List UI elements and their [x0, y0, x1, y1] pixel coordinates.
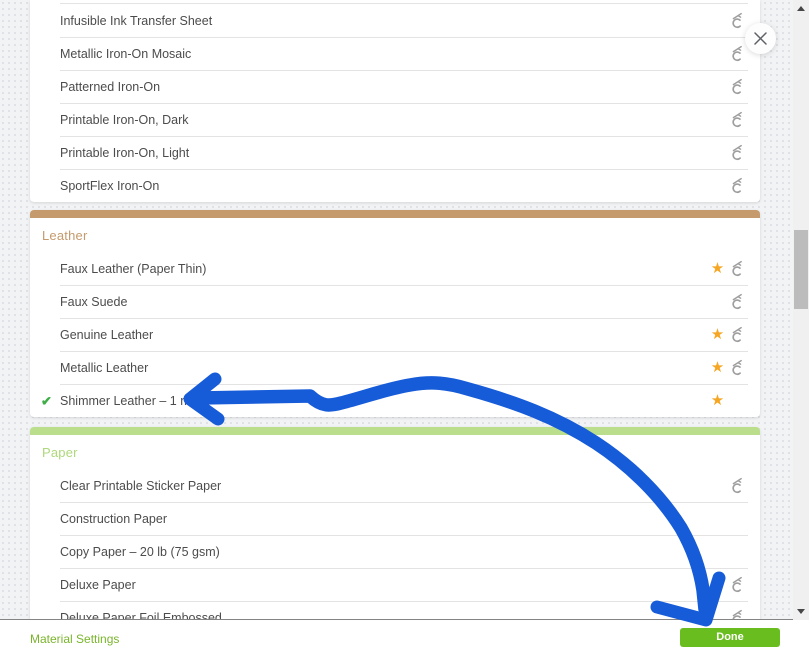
- material-item-row[interactable]: Printable Iron-On, Dark: [30, 103, 760, 136]
- material-item-label: Metallic Iron-On Mosaic: [60, 46, 192, 61]
- cricut-compatibility-icon: [732, 293, 742, 310]
- done-button[interactable]: Done: [680, 628, 780, 647]
- material-settings-link[interactable]: Material Settings: [30, 632, 120, 646]
- machine-icon-placeholder: [729, 510, 745, 527]
- cricut-compatibility-icon: [732, 260, 742, 277]
- favorite-star-icon: ★: [710, 326, 725, 343]
- material-item-label: Copy Paper – 20 lb (75 gsm): [60, 544, 220, 559]
- cricut-compatibility-icon: [732, 477, 742, 494]
- material-item-label: Faux Suede: [60, 294, 128, 309]
- machine-icon-placeholder: [729, 543, 745, 560]
- machine-icon-cell: [729, 576, 745, 593]
- material-item-row[interactable]: Genuine Leather ★: [30, 318, 760, 351]
- scrollbar-thumb[interactable]: [794, 230, 808, 309]
- material-item-label: Printable Iron-On, Dark: [60, 112, 189, 127]
- favorite-star-icon: ★: [710, 260, 725, 277]
- material-item-row[interactable]: SportFlex Iron-On: [30, 169, 760, 202]
- cricut-compatibility-icon: [732, 12, 742, 29]
- material-item-label: Patterned Iron-On: [60, 79, 161, 94]
- material-item-row[interactable]: Construction Paper: [30, 502, 760, 535]
- material-item-row[interactable]: Infusible Ink Transfer Sheet: [30, 4, 760, 37]
- material-list: Infusible Ink Transfer Sheet Metallic Iro…: [0, 0, 793, 620]
- machine-icon-cell: [729, 111, 745, 128]
- machine-icon-cell: [729, 12, 745, 29]
- material-section-iron-on: Infusible Ink Transfer Sheet Metallic Iro…: [30, 0, 760, 202]
- material-item-label: Deluxe Paper: [60, 577, 136, 592]
- material-item-row[interactable]: Patterned Iron-On: [30, 70, 760, 103]
- cricut-compatibility-icon: [732, 177, 742, 194]
- material-item-label: Construction Paper: [60, 511, 168, 526]
- material-item-label: Faux Leather (Paper Thin): [60, 261, 207, 276]
- machine-icon-cell: [729, 326, 745, 343]
- dialog-footer: Material Settings Done: [0, 621, 809, 657]
- machine-icon-cell: [729, 144, 745, 161]
- material-item-label: Printable Iron-On, Light: [60, 145, 190, 160]
- cricut-compatibility-icon: [732, 609, 742, 619]
- cricut-compatibility-icon: [732, 326, 742, 343]
- cricut-compatibility-icon: [732, 45, 742, 62]
- scroll-up-button[interactable]: [793, 0, 809, 17]
- material-item-row[interactable]: Metallic Iron-On Mosaic: [30, 37, 760, 70]
- triangle-down-icon: [797, 609, 805, 614]
- material-item-label: Genuine Leather: [60, 327, 154, 342]
- cricut-compatibility-icon: [732, 78, 742, 95]
- material-item-row[interactable]: ✔ Shimmer Leather – 1 mm ★: [30, 384, 760, 417]
- row-separator: [60, 3, 748, 4]
- material-item-label: Infusible Ink Transfer Sheet: [60, 13, 213, 28]
- vertical-scrollbar[interactable]: [793, 0, 809, 620]
- material-item-label: Shimmer Leather – 1 mm: [60, 393, 202, 408]
- material-item-label: SportFlex Iron-On: [60, 178, 160, 193]
- triangle-up-icon: [797, 6, 805, 11]
- section-accent-bar: [30, 210, 760, 218]
- material-item-label: Metallic Leather: [60, 360, 149, 375]
- material-item-label: Deluxe Paper Foil Embossed: [60, 610, 222, 620]
- material-item-row[interactable]: Metallic Leather ★: [30, 351, 760, 384]
- favorite-star-icon: ★: [710, 392, 725, 409]
- machine-icon-cell: [729, 45, 745, 62]
- material-item-row[interactable]: Faux Leather (Paper Thin) ★: [30, 252, 760, 285]
- material-item-row[interactable]: Clear Printable Sticker Paper: [30, 469, 760, 502]
- cricut-compatibility-icon: [732, 111, 742, 128]
- machine-icon-cell: [729, 359, 745, 376]
- favorite-star-icon: ★: [710, 359, 725, 376]
- material-section-leather: Leather Faux Leather (Paper Thin) ★ Faux Su…: [30, 210, 760, 417]
- selected-check-icon: ✔: [41, 393, 52, 408]
- machine-icon-cell: [729, 177, 745, 194]
- material-item-row[interactable]: Faux Suede: [30, 285, 760, 318]
- cricut-compatibility-icon: [732, 359, 742, 376]
- scroll-down-button[interactable]: [793, 603, 809, 620]
- material-item-row[interactable]: Deluxe Paper Foil Embossed: [30, 601, 760, 620]
- close-button[interactable]: [745, 23, 776, 54]
- section-label-leather: Leather: [42, 227, 88, 243]
- cricut-compatibility-icon: [732, 144, 742, 161]
- section-accent-bar: [30, 427, 760, 435]
- machine-icon-cell: [729, 609, 745, 619]
- machine-icon-placeholder: [729, 392, 745, 409]
- material-item-row[interactable]: Copy Paper – 20 lb (75 gsm): [30, 535, 760, 568]
- material-section-paper: Paper Clear Printable Sticker Paper Constr…: [30, 427, 760, 620]
- machine-icon-cell: [729, 260, 745, 277]
- machine-icon-cell: [729, 78, 745, 95]
- close-icon: [754, 32, 767, 45]
- material-item-row[interactable]: Printable Iron-On, Light: [30, 136, 760, 169]
- cricut-compatibility-icon: [732, 576, 742, 593]
- section-label-paper: Paper: [42, 444, 78, 460]
- material-item-label: Clear Printable Sticker Paper: [60, 478, 222, 493]
- material-item-row[interactable]: Deluxe Paper: [30, 568, 760, 601]
- machine-icon-cell: [729, 293, 745, 310]
- machine-icon-cell: [729, 477, 745, 494]
